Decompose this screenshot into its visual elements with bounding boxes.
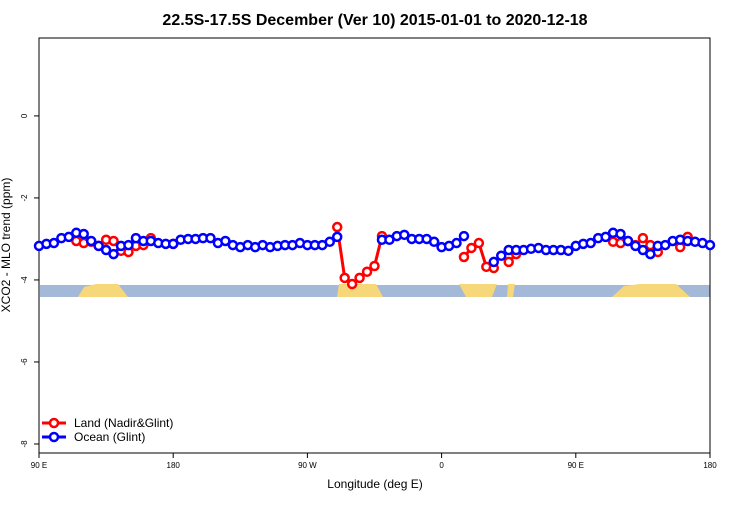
data-point	[466, 242, 477, 254]
y-tick-label: -2	[20, 194, 29, 202]
land-ocean-strip	[40, 284, 710, 297]
x-tick-label: 90 W	[298, 461, 317, 470]
y-tick-label: -4	[20, 276, 29, 284]
data-point	[220, 235, 231, 247]
data-point	[637, 244, 649, 256]
data-point	[660, 239, 671, 251]
data-point	[123, 239, 134, 251]
data-point	[361, 266, 373, 277]
data-point	[63, 231, 75, 243]
x-tick-label: 0	[439, 461, 444, 470]
y-tick-label: 0	[20, 113, 29, 118]
data-point	[495, 250, 507, 262]
x-axis-label: Longitude (deg E)	[327, 477, 422, 491]
data-point	[704, 239, 716, 251]
land-patch	[507, 284, 515, 297]
data-point	[85, 235, 97, 247]
data-point	[167, 238, 179, 250]
y-tick-label: -6	[20, 358, 29, 366]
data-point	[354, 272, 365, 284]
data-point	[93, 240, 104, 252]
legend-marker	[48, 431, 60, 443]
y-tick-label: -8	[20, 440, 29, 448]
data-point	[585, 237, 596, 249]
data-point	[563, 245, 574, 257]
data-point	[630, 240, 641, 252]
legend-label: Ocean (Glint)	[74, 430, 145, 444]
land-patch	[459, 284, 497, 297]
data-point	[339, 272, 350, 284]
data-point	[331, 231, 343, 243]
data-point	[615, 228, 626, 240]
data-point	[108, 235, 119, 247]
data-point	[600, 231, 611, 243]
data-point	[369, 260, 380, 272]
land-patch	[612, 284, 690, 297]
data-point	[637, 232, 649, 244]
x-tick-label: 90 E	[31, 461, 47, 470]
land-patch	[78, 284, 128, 297]
x-tick-label: 180	[167, 461, 181, 470]
data-point	[473, 237, 485, 249]
data-point	[108, 248, 119, 260]
data-point	[324, 236, 336, 248]
legend-marker	[48, 417, 60, 429]
data-point	[346, 278, 358, 290]
data-point	[331, 221, 343, 233]
data-point	[488, 256, 500, 268]
data-point	[645, 248, 656, 260]
x-tick-label: 180	[703, 461, 717, 470]
data-point	[458, 230, 470, 242]
data-point	[48, 237, 60, 249]
x-tick-label: 90 E	[568, 461, 584, 470]
data-point	[622, 235, 634, 247]
data-point	[428, 236, 440, 248]
data-point	[503, 256, 514, 268]
chart-title: 22.5S-17.5S December (Ver 10) 2015-01-01…	[162, 12, 587, 29]
data-point	[451, 237, 462, 249]
data-point	[78, 228, 89, 240]
data-point	[399, 229, 410, 241]
land-patch	[337, 284, 383, 297]
data-point	[100, 244, 112, 256]
legend-label: Land (Nadir&Glint)	[74, 416, 173, 430]
data-point	[458, 251, 470, 263]
data-point	[205, 232, 216, 244]
y-axis-label: XCO2 - MLO trend (ppm)	[0, 178, 13, 313]
